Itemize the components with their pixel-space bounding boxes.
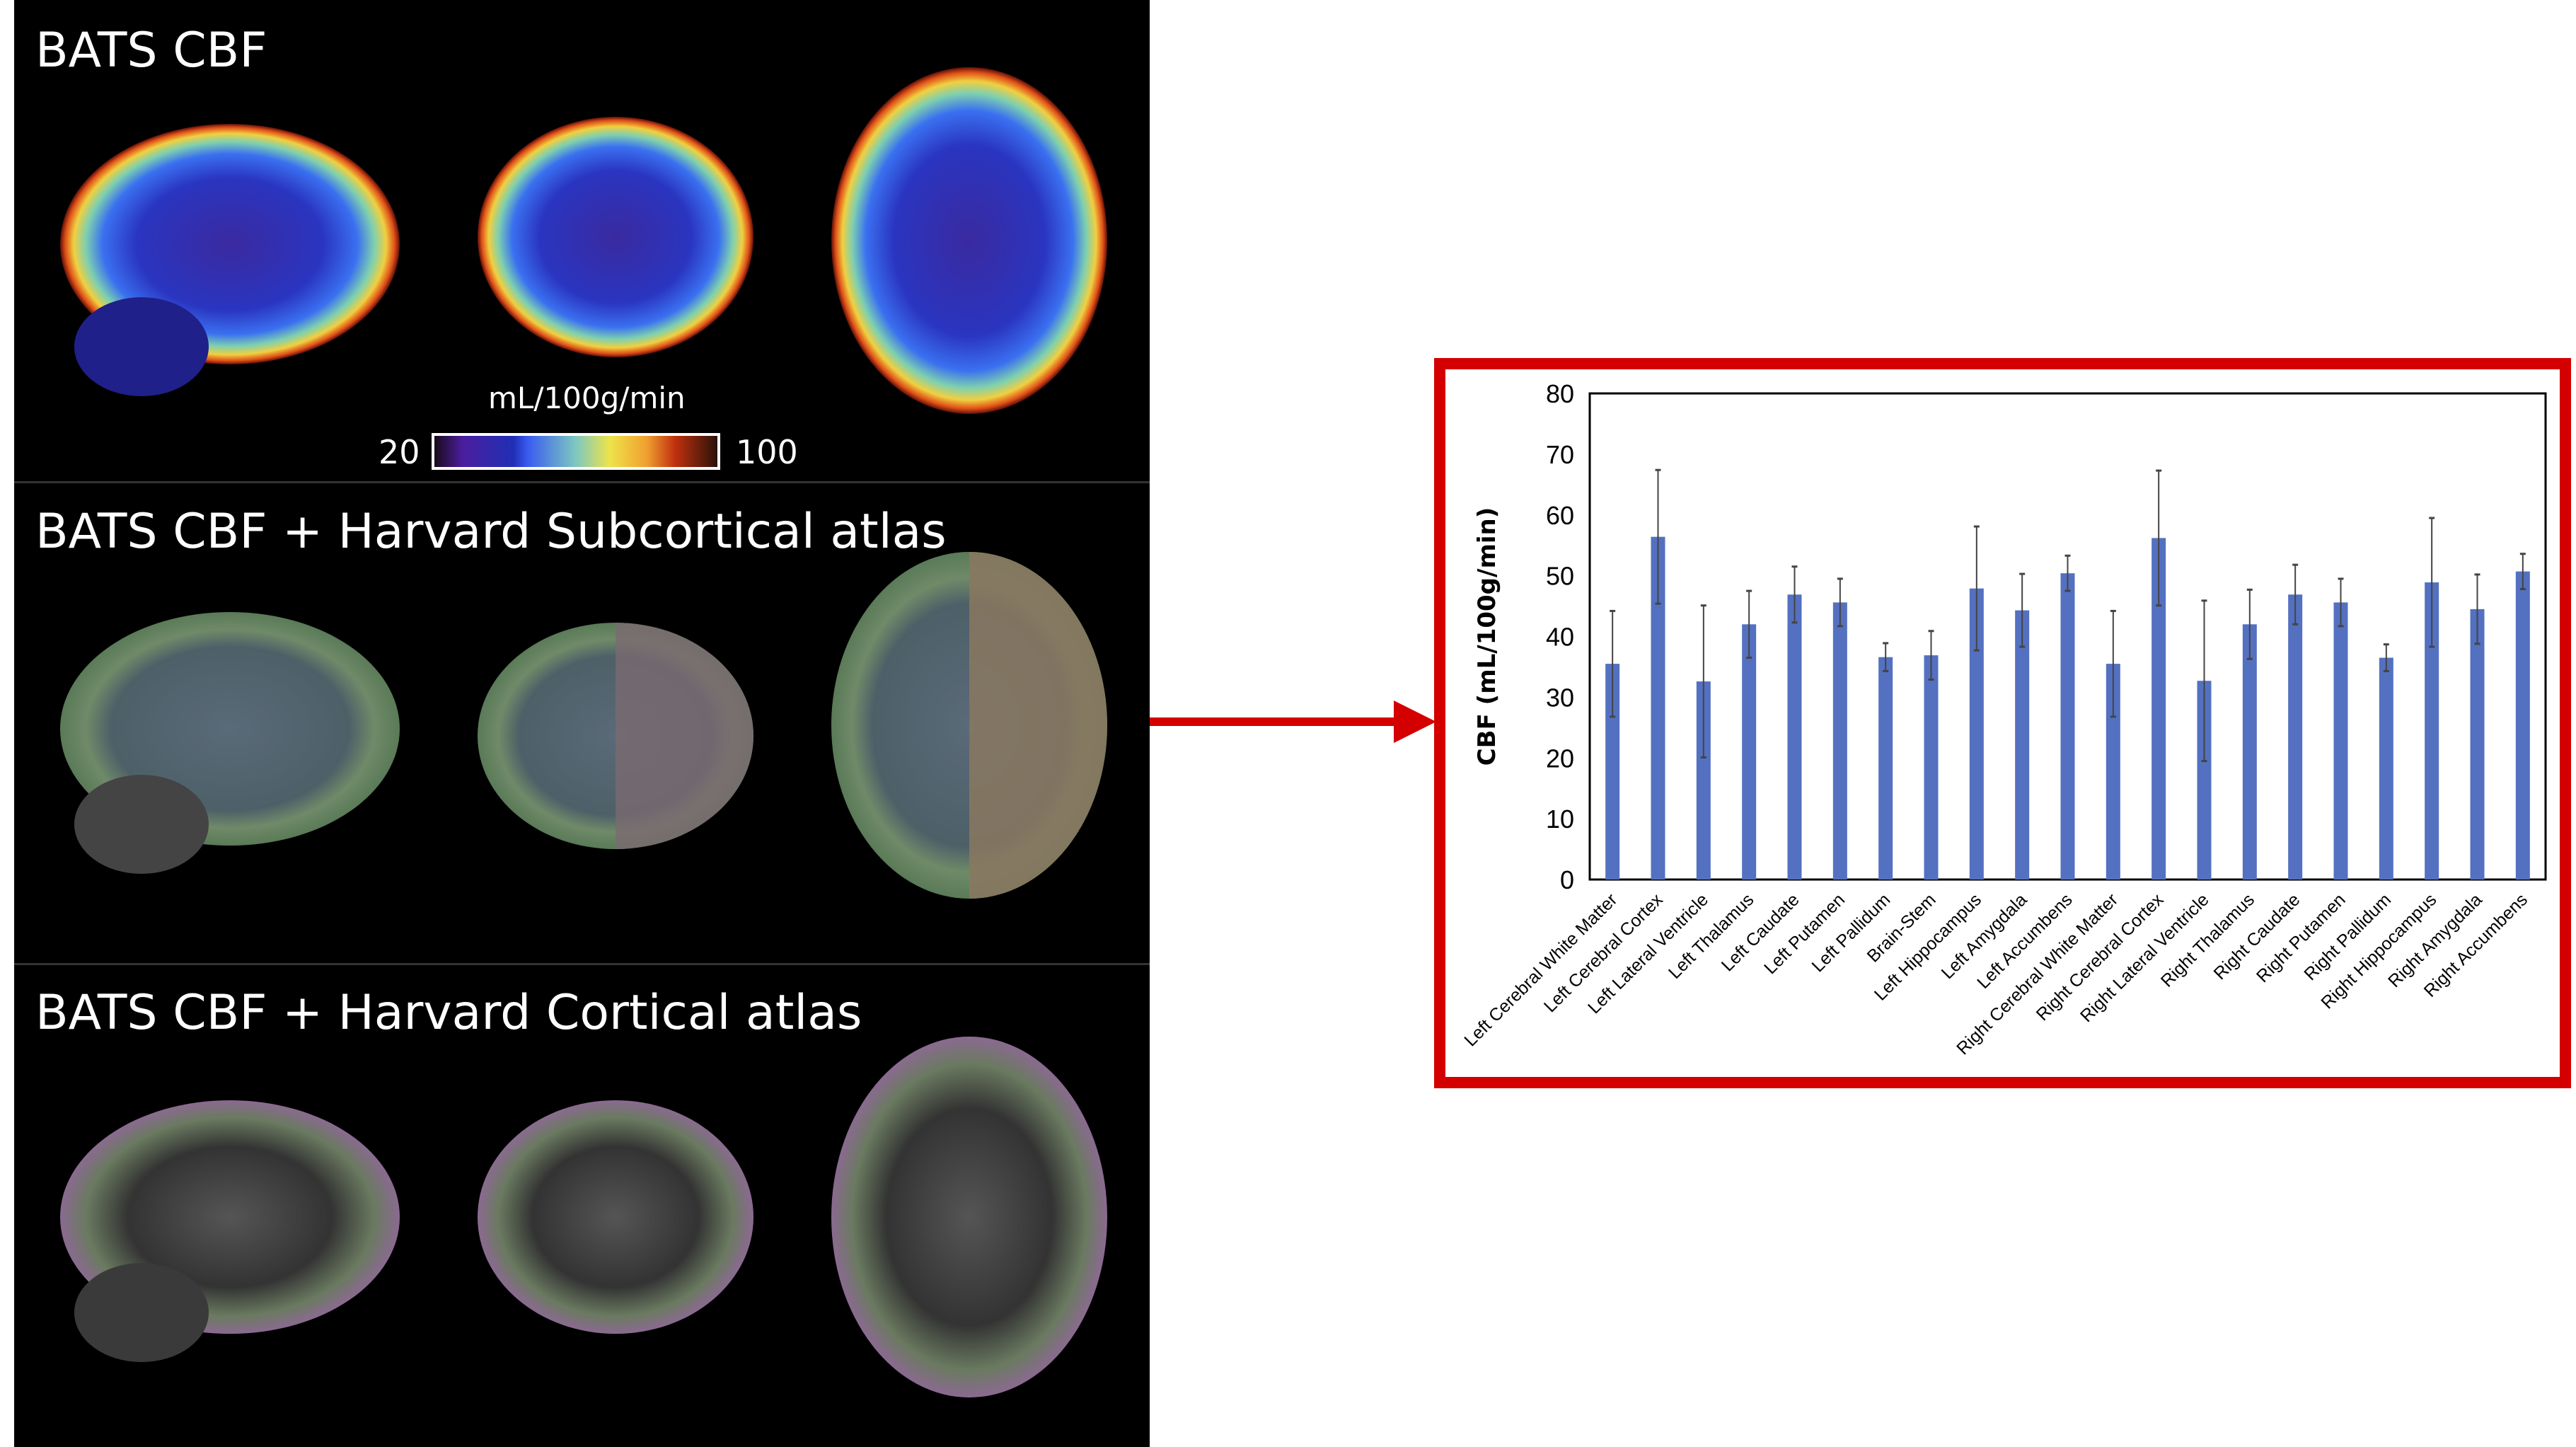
- panel-title-cortical: BATS CBF + Harvard Cortical atlas: [35, 985, 862, 1041]
- colorbar: [432, 433, 720, 470]
- bar: [2288, 594, 2303, 880]
- bar: [2106, 664, 2120, 880]
- divider: [14, 963, 1150, 965]
- y-tick-label: 60: [1546, 501, 1574, 530]
- bar: [2152, 538, 2166, 880]
- y-tick-label: 30: [1546, 683, 1574, 712]
- panel-title-subcortical: BATS CBF + Harvard Subcortical atlas: [35, 504, 947, 560]
- bar: [1696, 681, 1711, 880]
- coronal-slice: [478, 117, 753, 357]
- cbf-row: [60, 67, 1107, 414]
- bar: [2333, 602, 2348, 880]
- bar: [2425, 582, 2439, 880]
- brain-slices: [60, 67, 1107, 1397]
- bar: [2379, 657, 2393, 880]
- bar: [2197, 681, 2212, 880]
- arrow-icon: [1150, 701, 1436, 743]
- chart-highlight-box: 0 10 20 30 40 50 60 70 80 CBF (mL/100g/min) Left C…: [1434, 358, 2571, 1088]
- axial-slice: [831, 67, 1107, 414]
- coronal-slice: [478, 1100, 753, 1334]
- y-tick-label: 70: [1546, 440, 1574, 469]
- bar: [1969, 588, 1984, 880]
- y-tick-label: 20: [1546, 744, 1574, 773]
- colorbar-min: 20: [379, 433, 420, 471]
- bar: [1605, 664, 1620, 880]
- bar: [2015, 610, 2030, 880]
- y-tick-label: 0: [1560, 865, 1574, 894]
- colorbar-max: 100: [736, 433, 798, 471]
- colorbar-unit: mL/100g/min: [488, 381, 686, 415]
- bar: [2470, 609, 2485, 880]
- y-axis-label: CBF (mL/100g/min): [1473, 507, 1501, 766]
- cortical-row: [60, 1037, 1107, 1397]
- y-tick-label: 80: [1546, 379, 1574, 408]
- bar: [1924, 655, 1939, 880]
- cerebellum: [74, 297, 209, 396]
- y-tick-label: 50: [1546, 562, 1574, 591]
- panel-title-cbf: BATS CBF: [35, 23, 267, 79]
- bar: [1787, 594, 1802, 880]
- cerebellum: [74, 775, 209, 874]
- divider: [14, 481, 1150, 483]
- atlas-overlay: [969, 552, 1107, 899]
- bar: [1832, 602, 1847, 880]
- bar: [2060, 573, 2075, 880]
- cerebellum: [74, 1263, 209, 1362]
- bar: [2515, 571, 2530, 880]
- bar: [1651, 536, 1665, 880]
- subcortical-row: [60, 552, 1107, 899]
- axial-slice: [831, 1037, 1107, 1397]
- y-tick-label: 40: [1546, 623, 1574, 652]
- atlas-overlay: [616, 623, 753, 849]
- bar: [2242, 624, 2257, 880]
- y-tick-label: 10: [1546, 805, 1574, 834]
- bar: [1742, 624, 1757, 880]
- bar: [1878, 657, 1893, 880]
- brain-image-panel: BATS CBF BATS CBF + Harvard Subcortical …: [14, 0, 1150, 1447]
